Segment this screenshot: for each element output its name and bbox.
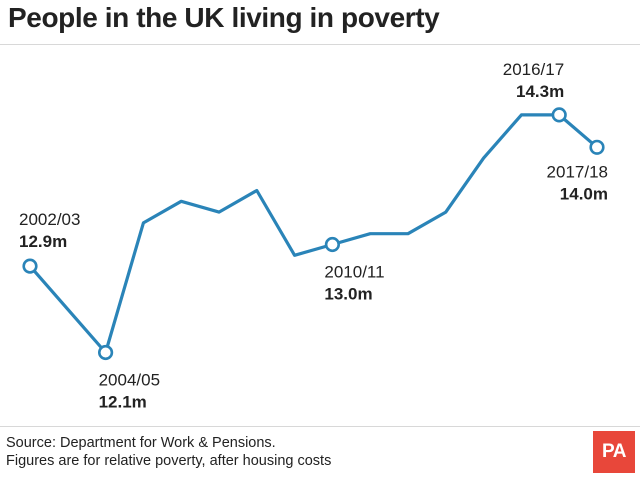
chart-title: People in the UK living in poverty — [8, 2, 440, 33]
annotation-year-label: 2016/17 — [503, 60, 564, 79]
data-point-marker — [324, 236, 341, 253]
source-note: Source: Department for Work & Pensions. … — [6, 434, 331, 470]
note-text: Figures are for relative poverty, after … — [6, 453, 332, 469]
series-line-group — [28, 113, 599, 355]
source-text: Source: Department for Work & Pensions. — [6, 435, 276, 451]
annotation-value-label: 14.3m — [516, 82, 564, 101]
data-point-marker — [22, 258, 38, 274]
pa-logo: PA — [593, 431, 635, 473]
data-point-marker — [589, 139, 605, 155]
annotation-year-label: 2004/05 — [99, 371, 160, 390]
data-point-marker — [97, 344, 114, 361]
annotation-value-label: 14.0m — [560, 184, 608, 203]
title-divider — [0, 44, 640, 45]
annotation-value-label: 12.1m — [99, 393, 147, 412]
footer-divider — [0, 426, 640, 427]
annotation-value-label: 12.9m — [19, 232, 67, 251]
annotation-value-label: 13.0m — [324, 285, 372, 304]
annotations-group: 2002/03 12.9m 2004/05 12.1m 2010/11 13.0m 2016… — [19, 60, 608, 412]
series-line — [28, 113, 599, 355]
markers-group — [22, 107, 605, 361]
annotation-year-label: 2017/18 — [547, 162, 608, 181]
data-point-marker — [551, 107, 567, 123]
annotation-year-label: 2002/03 — [19, 210, 80, 229]
line-chart: 2002/03 12.9m 2004/05 12.1m 2010/11 13.0m 2016… — [19, 60, 608, 412]
annotation-year-label: 2010/11 — [324, 263, 384, 282]
